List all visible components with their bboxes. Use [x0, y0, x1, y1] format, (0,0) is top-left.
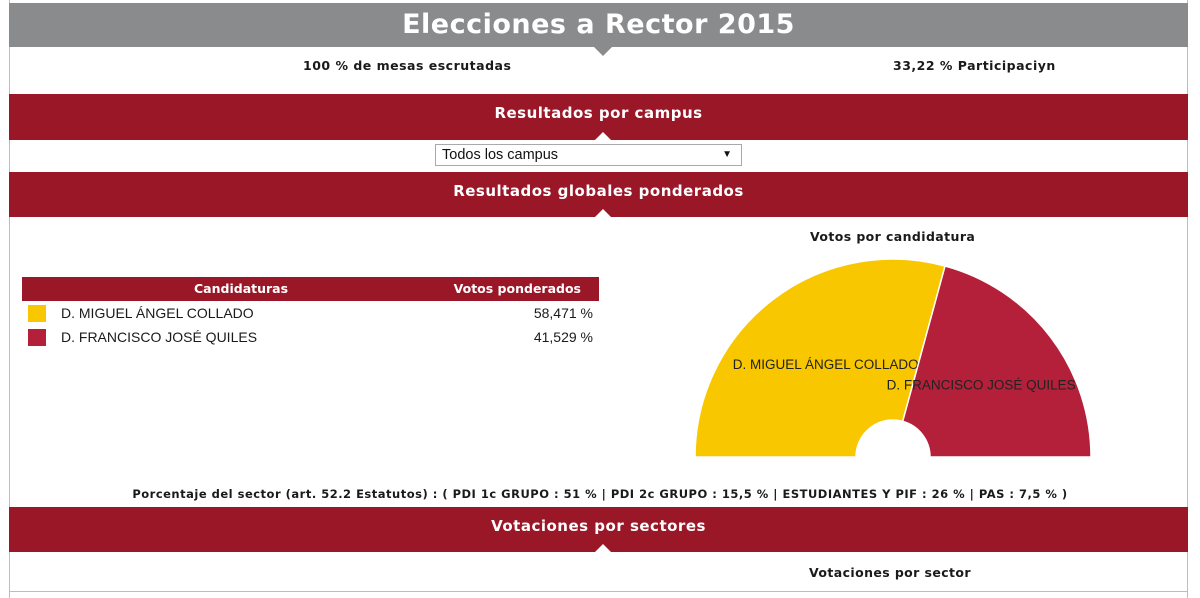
pie-slice-label: D. FRANCISCO JOSÉ QUILES: [887, 378, 1076, 393]
candidate-name: D. FRANCISCO JOSÉ QUILES: [61, 329, 258, 345]
col-candidaturas: Candidaturas: [194, 281, 289, 296]
page-title-bar: Elecciones a Rector 2015: [9, 3, 1188, 56]
section-notch: [594, 544, 612, 553]
candidate-pct: 58,471 %: [533, 305, 593, 321]
legend-swatch: [28, 305, 46, 322]
page-frame: [9, 0, 1188, 598]
campus-select[interactable]: Todos los campus ▼: [435, 144, 742, 166]
sector-chart-title: Votaciones por sector: [809, 565, 971, 580]
pie-slice[interactable]: [901, 265, 1092, 458]
sector-percentages-note: Porcentaje del sector (art. 52.2 Estatut…: [132, 487, 1068, 501]
chart-title: Votos por candidatura: [810, 229, 976, 244]
col-votos-ponderados: Votos ponderados: [453, 281, 581, 296]
campus-select-value: Todos los campus: [442, 147, 559, 163]
section-global-title: Resultados globales ponderados: [453, 182, 744, 200]
table-row: D. FRANCISCO JOSÉ QUILES 41,529 %: [22, 325, 599, 349]
pie-slice-label: D. MIGUEL ÁNGEL COLLADO: [733, 357, 919, 372]
table-row: D. MIGUEL ÁNGEL COLLADO 58,471 %: [22, 301, 599, 325]
candidate-pct: 41,529 %: [533, 329, 593, 345]
participacion: 33,22 % Participaciyn: [893, 58, 1056, 73]
title-notch: [594, 47, 612, 56]
section-global-header: Resultados globales ponderados: [9, 172, 1188, 218]
candidate-name: D. MIGUEL ÁNGEL COLLADO: [61, 305, 254, 321]
chevron-down-icon[interactable]: ▼: [722, 149, 732, 160]
candidates-table-header: Candidaturas Votos ponderados: [22, 277, 599, 301]
votes-semicircle-chart: D. MIGUEL ÁNGEL COLLADO D. FRANCISCO JOSÉ…: [694, 258, 1092, 458]
section-notch: [594, 209, 612, 218]
page-title: Elecciones a Rector 2015: [402, 9, 795, 40]
legend-swatch: [28, 329, 46, 346]
pie-slice[interactable]: [694, 258, 946, 458]
section-sectores-title: Votaciones por sectores: [491, 517, 706, 535]
mesas-escrutadas: 100 % de mesas escrutadas: [303, 58, 512, 73]
candidates-table: Candidaturas Votos ponderados D. MIGUEL …: [22, 277, 599, 349]
section-sectores-header: Votaciones por sectores: [9, 507, 1188, 553]
section-campus-header: Resultados por campus: [9, 94, 1188, 141]
bottom-border: [9, 591, 1188, 592]
section-notch: [594, 132, 612, 141]
section-campus-title: Resultados por campus: [494, 104, 703, 122]
